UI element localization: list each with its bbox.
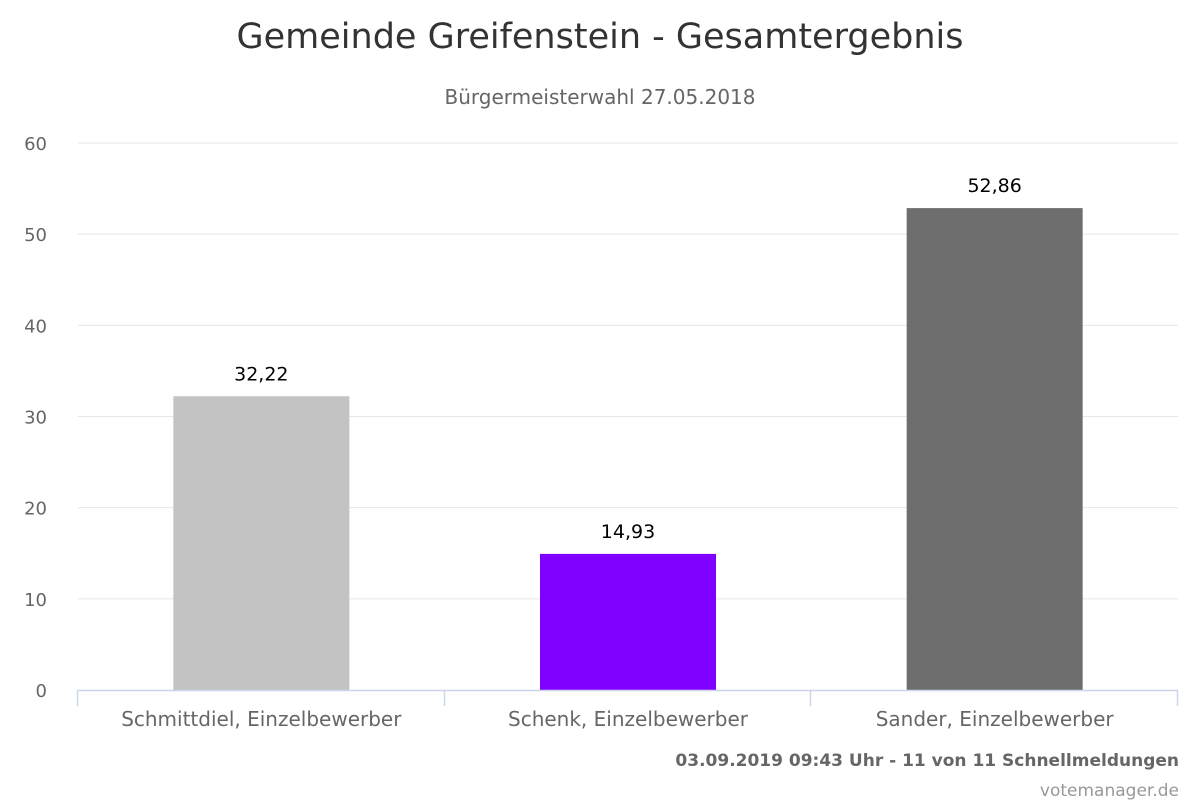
bar bbox=[540, 553, 716, 690]
y-tick-label: 10 bbox=[24, 590, 47, 611]
chart-title: Gemeinde Greifenstein - Gesamtergebnis bbox=[237, 17, 964, 57]
y-tick-label: 30 bbox=[24, 408, 47, 429]
x-tick-label: Schenk, Einzelbewerber bbox=[508, 707, 749, 731]
y-tick-label: 50 bbox=[24, 225, 47, 246]
y-tick-label: 40 bbox=[24, 316, 47, 337]
data-label: 32,22 bbox=[234, 363, 288, 385]
x-axis: Schmittdiel, Einzelbewerber Schenk, Einze… bbox=[76, 689, 1179, 731]
footer-credit-link[interactable]: votemanager.de bbox=[1040, 781, 1179, 800]
y-tick-label: 60 bbox=[24, 134, 47, 155]
x-tick-label: Sander, Einzelbewerber bbox=[876, 707, 1115, 731]
data-label: 52,86 bbox=[967, 175, 1021, 197]
footer-status: 03.09.2019 09:43 Uhr - 11 von 11 Schnell… bbox=[675, 751, 1179, 771]
chart-subtitle: Bürgermeisterwahl 27.05.2018 bbox=[445, 85, 756, 109]
y-tick-label: 20 bbox=[24, 499, 47, 520]
data-labels: 32,22 14,93 52,86 bbox=[234, 175, 1022, 543]
x-tick-label: Schmittdiel, Einzelbewerber bbox=[121, 707, 402, 731]
data-label: 14,93 bbox=[601, 521, 655, 543]
bar bbox=[906, 208, 1083, 690]
bar bbox=[173, 396, 350, 690]
bars bbox=[173, 208, 1083, 690]
y-tick-label: 0 bbox=[36, 681, 47, 702]
y-axis-labels: 0 10 20 30 40 50 60 bbox=[24, 134, 47, 702]
